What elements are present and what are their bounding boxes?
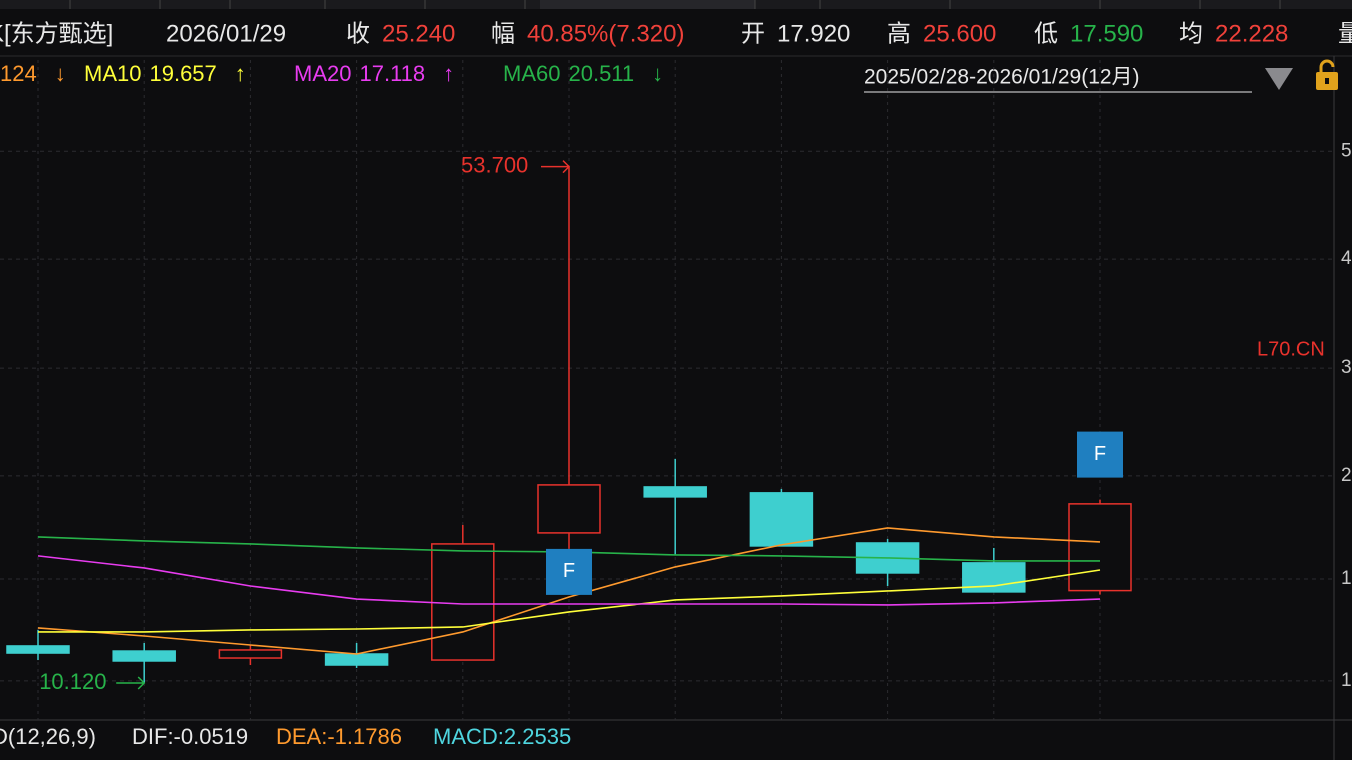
quote-value: 25.240 [382, 20, 455, 47]
signal-badge [546, 548, 592, 595]
y-tick-label: 36.7 [1341, 357, 1352, 378]
ma-legend: MA60 20.511 ↓ [503, 61, 663, 86]
y-tick-label: 27.6 [1341, 465, 1352, 486]
candle-body [537, 484, 601, 534]
signal-badge [1077, 431, 1123, 478]
period-range[interactable]: 2025/02/28-2026/01/29(12月) [864, 66, 1140, 89]
quote-value: 17.920 [777, 20, 850, 47]
quote-value: 25.600 [923, 20, 996, 47]
ma-legend-value: 19.657 [149, 61, 216, 86]
quote-label: 高 [887, 20, 911, 47]
y-tick-label: 45.9 [1341, 248, 1352, 269]
stock-name: K[东方甄选] [0, 20, 113, 47]
ma-legend-value: 17.118 [359, 61, 425, 86]
quote-value: 22.228 [1215, 20, 1288, 47]
signal-label: F [563, 560, 575, 582]
ma-legend-name: MA10 [84, 61, 141, 86]
high-label: 53.700 [461, 152, 528, 177]
ma-legend-name: MA20 [294, 61, 351, 86]
macd-legend: DIF:-0.0519 [132, 724, 248, 749]
signal-label: F [1094, 443, 1106, 465]
high-arrow [541, 160, 571, 174]
candle-body [1068, 503, 1132, 592]
quote-label: 幅 [491, 20, 515, 47]
volume-label: 量 [1338, 20, 1352, 47]
tab-strip [0, 0, 1352, 9]
quote-label: 低 [1034, 20, 1058, 47]
ma-legend-value: 124 [0, 61, 37, 86]
y-tick-label: 18.9 [1341, 568, 1352, 589]
lock-icon[interactable] [1316, 59, 1338, 90]
candle-body [112, 650, 176, 662]
ma-legend: MA20 17.118 ↑ [294, 61, 454, 86]
ma-legend: 124 ↓ [0, 61, 66, 86]
ma-legend-value: 20.511 [568, 61, 634, 86]
y-tick-label: 55 [1341, 140, 1352, 161]
side-label: L70.CN [1257, 338, 1325, 360]
ma-legend: MA10 19.657 ↑ [84, 61, 246, 86]
quote-value: 40.85%(7.320) [527, 20, 684, 47]
ma-legend-trend: ↑ [443, 61, 454, 86]
ma-line [38, 569, 1101, 633]
candle-body [6, 645, 70, 654]
candle-body [431, 543, 495, 661]
macd-legend: DEA:-1.1786 [276, 724, 402, 749]
candle-body [218, 649, 283, 659]
ma-legend-trend: ↓ [652, 61, 663, 86]
period-dropdown[interactable] [1265, 68, 1293, 90]
ma-legend-trend: ↑ [235, 61, 246, 86]
candle-body [749, 492, 814, 547]
quote-label: 收 [346, 20, 370, 47]
macd-legend: MACD:2.2535 [433, 724, 571, 749]
low-arrow [116, 676, 146, 690]
candle-body [643, 486, 707, 498]
quote-date: 2026/01/29 [166, 20, 286, 47]
quote-label: 均 [1179, 20, 1203, 47]
ma-legend-trend: ↓ [55, 61, 66, 86]
quote-label: 开 [741, 20, 765, 47]
low-label: 10.120 [39, 669, 106, 694]
macd-legend: D(12,26,9) [0, 724, 96, 749]
ma-legend-name: MA60 [503, 61, 560, 86]
ma-line [37, 527, 1101, 655]
y-tick-label: 10.3 [1341, 670, 1352, 691]
quote-value: 17.590 [1070, 20, 1143, 47]
ma-line [37, 555, 1101, 606]
candle-body [324, 653, 389, 666]
